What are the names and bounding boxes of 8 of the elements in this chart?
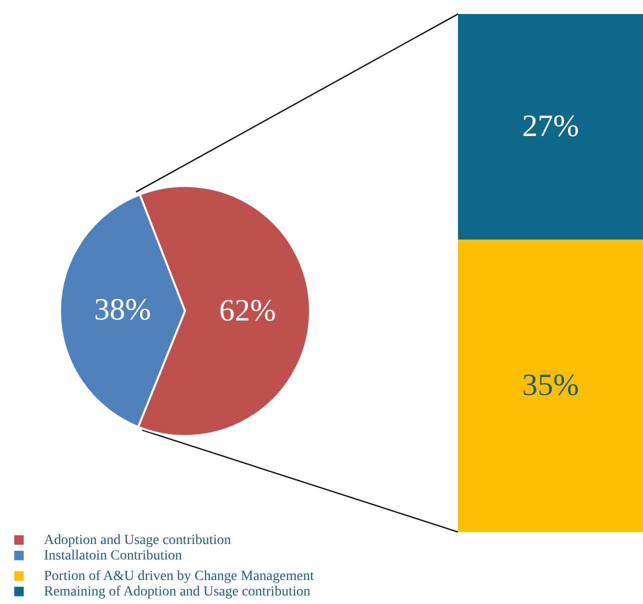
data-label: 27% <box>522 108 579 143</box>
data-label: 38% <box>94 292 151 327</box>
legend-label: Portion of A&U driven by Change Management <box>44 569 314 584</box>
legend-label: Remaining of Adoption and Usage contribution <box>44 584 310 600</box>
legend-label: Installatoin Contribution <box>44 548 182 564</box>
data-label: 35% <box>522 366 579 402</box>
legend-label: Adoption and Usage contribution <box>44 533 232 548</box>
data-label: 62% <box>219 292 276 328</box>
